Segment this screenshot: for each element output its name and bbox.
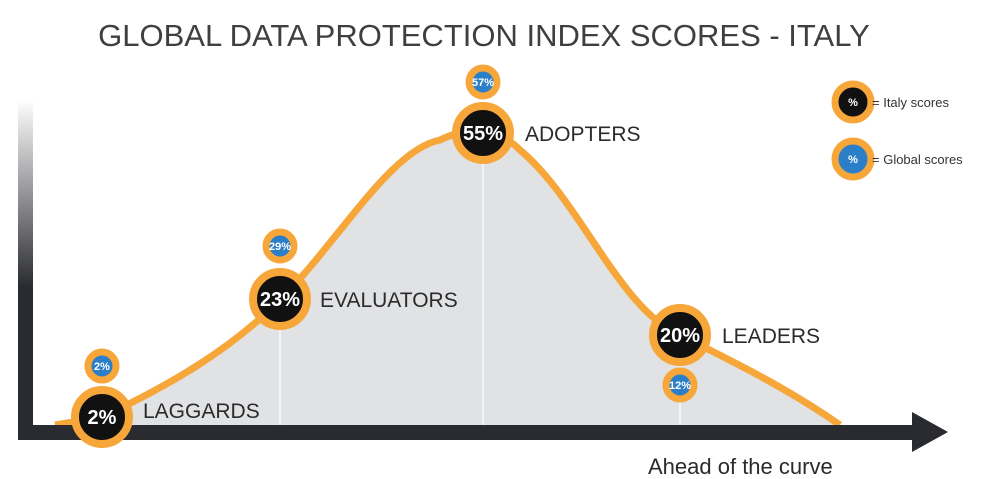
legend-global-label: = Global scores bbox=[872, 152, 963, 167]
italy-score-marker bbox=[249, 268, 311, 330]
global-score-marker bbox=[262, 228, 298, 264]
category-label: LEADERS bbox=[722, 325, 820, 348]
legend-italy-marker bbox=[831, 80, 875, 124]
italy-score-marker bbox=[649, 304, 711, 366]
global-score-marker bbox=[465, 64, 501, 100]
x-axis-arrow bbox=[912, 412, 948, 452]
legend-global-marker bbox=[831, 137, 875, 181]
italy-score-label: 55% bbox=[463, 123, 503, 145]
y-axis bbox=[18, 100, 33, 440]
x-axis-label: Ahead of the curve bbox=[648, 454, 833, 479]
category-label: EVALUATORS bbox=[320, 289, 458, 312]
italy-score-marker bbox=[71, 386, 133, 448]
global-score-marker bbox=[84, 348, 120, 384]
legend-global-symbol: % bbox=[848, 154, 858, 166]
category-label: ADOPTERS bbox=[525, 123, 641, 146]
italy-score-label: 20% bbox=[660, 325, 700, 347]
x-axis bbox=[18, 425, 918, 440]
curve-fill bbox=[55, 131, 840, 426]
category-label: LAGGARDS bbox=[143, 400, 260, 423]
italy-score-label: 23% bbox=[260, 289, 300, 311]
global-score-label: 29% bbox=[269, 241, 291, 253]
legend: % = Italy scores % = Global scores bbox=[831, 80, 963, 181]
global-score-label: 12% bbox=[669, 380, 691, 392]
global-score-marker bbox=[662, 367, 698, 403]
global-score-label: 57% bbox=[472, 77, 494, 89]
legend-italy-symbol: % bbox=[848, 97, 858, 109]
chart-title: GLOBAL DATA PROTECTION INDEX SCORES - IT… bbox=[98, 18, 870, 53]
legend-italy-label: = Italy scores bbox=[872, 95, 949, 110]
global-score-label: 2% bbox=[94, 361, 110, 373]
italy-score-marker bbox=[452, 102, 514, 164]
italy-score-label: 2% bbox=[88, 407, 117, 429]
